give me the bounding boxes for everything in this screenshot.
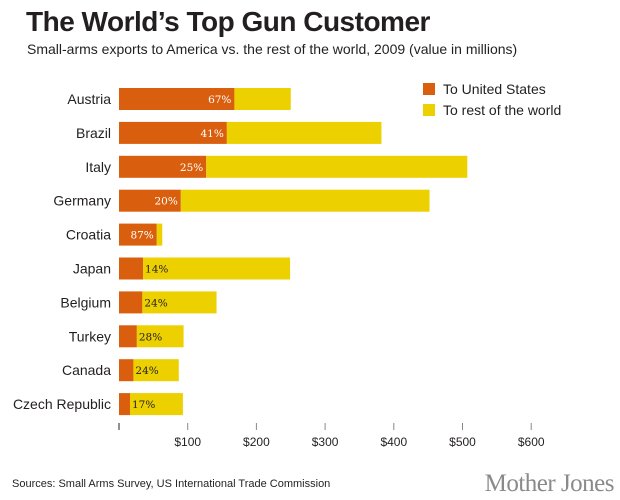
chart-title: The World’s Top Gun Customer: [26, 6, 430, 37]
bar-chart: Austria 67% Brazil 41% Italy 25% Germany 20% Cro…: [13, 88, 545, 449]
x-tick-label: $200: [243, 435, 270, 449]
bar-rest: [180, 189, 430, 212]
bar-rest: [136, 325, 184, 348]
bar-us: [119, 393, 130, 416]
us-share-label: 87%: [130, 230, 153, 242]
bar-us: [119, 359, 134, 382]
bar-rest: [142, 291, 217, 314]
bar-us: [119, 155, 207, 178]
bar-us: [119, 121, 227, 144]
x-tick-label: $500: [449, 435, 476, 449]
bar-rest: [129, 393, 183, 416]
legend-swatch-us: [423, 83, 435, 95]
x-tick-label: $300: [312, 435, 339, 449]
legend-item-rest: To rest of the world: [423, 102, 562, 118]
category-label: Japan: [73, 261, 111, 277]
bar-us: [119, 257, 144, 280]
bar-us: [119, 291, 143, 314]
category-label: Austria: [67, 91, 111, 107]
x-tick-label: $400: [380, 435, 407, 449]
legend-label-rest: To rest of the world: [443, 102, 562, 118]
bar-us: [119, 88, 235, 110]
category-label: Italy: [85, 159, 111, 175]
bar-rest: [133, 359, 179, 382]
category-label: Czech Republic: [13, 396, 111, 412]
us-share-label: 17%: [132, 399, 155, 411]
bar-rest: [143, 257, 291, 280]
x-tick-label: $100: [174, 435, 201, 449]
brand-logo: Mother Jones: [484, 470, 615, 497]
bar-rest: [226, 121, 382, 144]
us-share-label: 24%: [135, 365, 158, 377]
bar-us: [119, 189, 181, 212]
category-label: Croatia: [66, 227, 111, 243]
category-label: Canada: [62, 362, 111, 378]
category-label: Germany: [53, 193, 111, 209]
bar-rest: [234, 88, 291, 110]
us-share-label: 28%: [139, 331, 162, 343]
bar-rest: [156, 223, 163, 246]
us-share-label: 24%: [144, 297, 167, 309]
chart-subtitle: Small-arms exports to America vs. the re…: [27, 41, 518, 57]
bar-us: [119, 223, 157, 246]
bar-us: [119, 325, 137, 348]
us-share-label: 14%: [145, 264, 168, 276]
us-share-label: 67%: [208, 94, 231, 106]
category-label: Turkey: [69, 328, 111, 344]
us-share-label: 41%: [201, 128, 224, 140]
bar-rest: [206, 155, 468, 178]
legend-label-us: To United States: [443, 81, 546, 97]
category-label: Brazil: [76, 125, 111, 141]
x-tick-label: $600: [518, 435, 545, 449]
sources-note: Sources: Small Arms Survey, US Internati…: [12, 478, 331, 490]
category-label: Belgium: [60, 294, 111, 310]
legend-item-us: To United States: [423, 81, 546, 97]
us-share-label: 20%: [154, 196, 177, 208]
us-share-label: 25%: [180, 162, 203, 174]
legend-swatch-rest: [423, 104, 435, 116]
